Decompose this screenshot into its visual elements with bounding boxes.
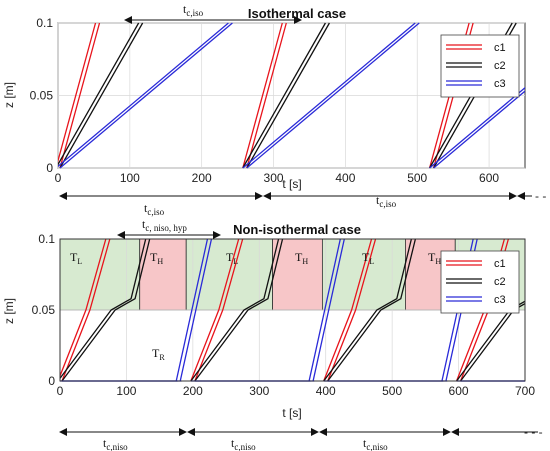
zone-label-th: TH [150,250,163,266]
chart-title-top: Isothermal case [248,6,346,21]
legend-box [440,250,520,314]
x-axis-label-bottom: t [s] [282,406,301,420]
high-temp-zone [272,238,323,311]
series-line-c2 [60,238,147,380]
isothermal-chart: 0 100 200 300 400 500 600 0 0.05 0.1 Isothermal … [2,2,550,217]
series-line-c1 [59,22,101,169]
y-tick-label: 0.1 [36,16,53,30]
series-line-c3 [59,22,233,169]
series-line-c1 [61,238,111,382]
y-tick-label: 0 [48,374,55,388]
series-line-c1 [327,238,377,382]
legend-bottom: c1 c2 c3 [440,250,520,314]
series-line-c2 [58,22,140,166]
zone-label-tl: TL [70,250,82,266]
y-axis-label-bottom: z [m] [2,298,16,324]
legend-label-c3: c3 [494,78,506,90]
ellipsis-top: - - - [535,189,550,203]
x-tick-label: 300 [264,171,284,185]
series-line-c2 [456,300,525,382]
tc-iso-bottom-label-1: tc,iso [144,201,165,217]
x-tick-label: 600 [449,384,469,398]
zone-label-tl: TL [226,250,238,266]
series-line-c1 [58,22,97,164]
y-tick-label: 0 [46,161,53,175]
series-line-c3 [58,22,229,168]
series-line-c2 [460,302,525,382]
tc-niso-hyp-label: tc, niso, hyp [142,217,187,233]
x-tick-label: 500 [407,171,427,185]
x-tick-label: 400 [335,171,355,185]
series-line-c3 [433,90,525,169]
zone-label-th: TH [295,250,308,266]
legend-label-c2: c2 [494,276,506,288]
series-line-c1 [246,22,287,169]
zone-label-tl: TL [362,250,374,266]
legend-label-c1: c1 [494,42,506,54]
series-line-c2 [61,238,151,382]
x-tick-label: 0 [57,384,64,398]
legend-box [440,34,520,98]
series-line-c3 [242,22,416,169]
legend-label-c3: c3 [494,294,506,306]
plot-frame-bottom [59,238,526,382]
x-axis-label-top: t [s] [282,177,301,191]
series-line-c1 [194,238,244,382]
series-line-c2 [246,22,330,169]
x-tick-label: 0 [55,171,62,185]
series-line-c3 [246,22,420,169]
y-tick-label: 0.05 [30,89,54,103]
x-tick-label: 400 [316,384,336,398]
x-tick-label: 600 [479,171,499,185]
x-tick-label: 500 [382,384,402,398]
tc-iso-top-label: tc,iso [183,2,204,18]
series-line-c2 [59,22,144,169]
x-tick-label: 200 [183,384,203,398]
tc-niso-label-1: tc,niso [103,436,128,451]
ellipsis-bottom: - - - [524,425,543,439]
tc-niso-label-3: tc,niso [363,436,388,451]
series-line-c1 [323,238,373,382]
tc-niso-label-2: tc,niso [231,436,256,451]
y-tick-label: 0.05 [32,303,56,317]
y-tick-label: 0.1 [38,232,55,246]
zone-label-th: TH [428,250,441,266]
x-tick-label: 300 [249,384,269,398]
y-axis-label-top: z [m] [2,82,16,108]
x-tick-label: 100 [120,171,140,185]
series-line-c2 [194,238,284,382]
high-temp-zone [139,238,187,311]
series-line-c2 [327,238,417,382]
series-line-c2 [190,238,280,382]
x-tick-label: 100 [116,384,136,398]
series-line-c2 [242,22,326,169]
tc-iso-bottom-label-2: tc,iso [376,193,397,209]
zone-label-tr: TR [152,346,165,362]
x-tick-label: 700 [515,384,535,398]
legend-label-c1: c1 [494,258,506,270]
series-line-c1 [190,238,240,382]
legend-top: c1 c2 c3 [440,34,520,98]
non-isothermal-chart: 0 100 200 300 400 500 600 700 0 0.05 0.1 Non-isot… [2,217,543,451]
x-tick-label: 200 [192,171,212,185]
zone-labels: TL TH TL TH TL TH TR [70,250,441,362]
legend-label-c2: c2 [494,60,506,72]
series-line-c2 [323,238,413,382]
series-line-c1 [242,22,283,169]
chart-title-bottom: Non-isothermal case [233,222,361,237]
series-line-c1 [60,238,107,378]
